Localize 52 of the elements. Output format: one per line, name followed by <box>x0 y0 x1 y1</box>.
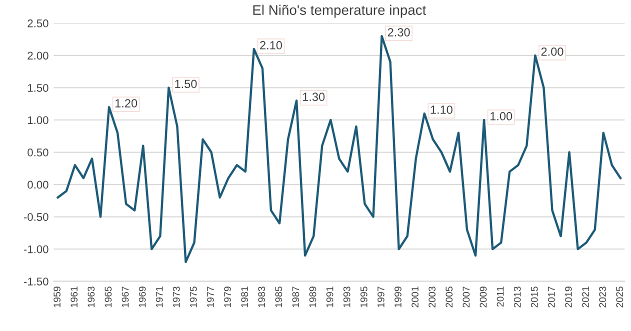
x-tick-label: 2019 <box>565 286 572 308</box>
x-tick-label: 1959 <box>54 286 61 308</box>
x-tick-label: 2011 <box>496 286 504 307</box>
x-tick-label: 2005 <box>446 286 453 308</box>
x-tick-label: 1965 <box>104 286 112 308</box>
x-tick-label: 2017 <box>548 286 555 308</box>
x-tick-label: 1999 <box>394 286 402 308</box>
x-tick-label: 1989 <box>309 286 316 308</box>
x-tick-label: 1963 <box>88 286 95 308</box>
data-label: 1.20 <box>115 99 138 108</box>
x-tick-label: 1975 <box>190 286 197 308</box>
x-tick-label: 1967 <box>122 286 129 308</box>
x-tick-label: 1991 <box>326 286 334 308</box>
data-label: 2.30 <box>388 28 410 36</box>
x-tick-label: 2007 <box>462 286 470 308</box>
x-tick-label: 2015 <box>530 286 538 308</box>
x-tick-label: 2013 <box>514 286 521 308</box>
x-tick-label: 1983 <box>258 286 266 308</box>
chart-title: El Niño's temperature inpact <box>253 4 426 18</box>
x-tick-label: 1997 <box>378 286 384 308</box>
x-tick-label: 2009 <box>480 286 487 308</box>
text: 0.00 <box>28 180 48 189</box>
data-label: 2.00 <box>541 47 564 56</box>
data-label: 2.10 <box>260 41 282 50</box>
text: 1.00 <box>28 116 48 124</box>
x-tick-label: 1981 <box>241 286 248 308</box>
x-tick-label: 1973 <box>172 286 180 308</box>
x-tick-label: 2025 <box>616 286 624 308</box>
x-tick-label: 1995 <box>360 286 368 308</box>
x-tick-label: 2001 <box>412 286 418 308</box>
data-label: 1.00 <box>490 112 512 120</box>
data-label: 1.10 <box>430 106 452 114</box>
data-label: 1.50 <box>175 80 197 88</box>
text: -1.50 <box>24 278 48 286</box>
x-tick-label: 1971 <box>156 286 163 308</box>
x-tick-label: 1977 <box>207 286 214 308</box>
x-tick-label: 1993 <box>343 286 350 308</box>
text: 1.50 <box>28 84 48 92</box>
x-tick-label: 1987 <box>292 286 300 308</box>
text: 2.50 <box>28 19 48 28</box>
x-tick-label: 1979 <box>224 286 231 308</box>
x-tick-label: 2003 <box>428 286 436 308</box>
text: -1.00 <box>24 245 48 254</box>
x-tick-label: 1985 <box>275 286 282 308</box>
x-tick-label: 1969 <box>138 286 146 308</box>
data-label: 1.30 <box>303 92 325 102</box>
text: -0.50 <box>24 213 48 221</box>
x-tick-label: 2021 <box>582 286 589 308</box>
x-tick-label: 1961 <box>70 286 78 308</box>
x-tick-label: 2023 <box>599 286 606 308</box>
text: 0.50 <box>28 148 48 156</box>
text: 2.00 <box>28 52 48 60</box>
